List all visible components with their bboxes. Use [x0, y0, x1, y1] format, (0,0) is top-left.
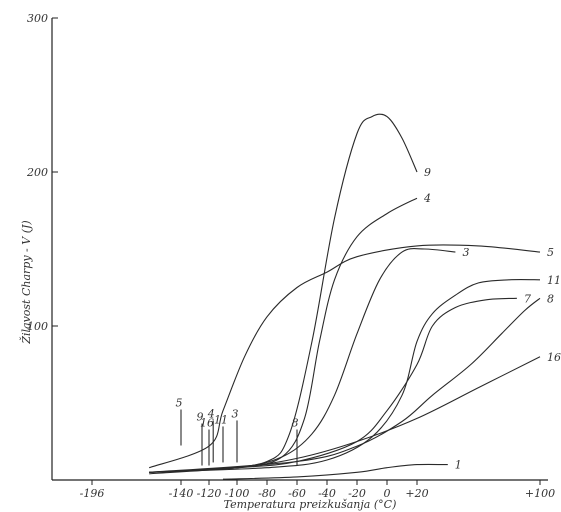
plot-area: -196 -140 -120 -100 -80 -60 -40 -20 0 +20 +100 100 2…: [26, 12, 561, 500]
x-tick-label: -40: [318, 487, 336, 500]
x-tick-label: +20: [405, 487, 428, 500]
x-tick-label: -20: [348, 487, 366, 500]
x-tick-label: -60: [288, 487, 306, 500]
curve-1: [222, 463, 448, 480]
curve-9: [149, 113, 418, 473]
y-tick-label: 100: [27, 320, 48, 333]
curve-label-7: 7: [524, 292, 531, 305]
marker-label-9: 9: [197, 411, 204, 424]
curve-label-4: 4: [423, 192, 431, 205]
curve-label-3: 3: [462, 246, 469, 259]
x-tick-label: -120: [197, 487, 222, 500]
curve-4: [149, 197, 418, 473]
x-tick-label: -100: [225, 487, 250, 500]
x-tick-label: -140: [169, 487, 194, 500]
x-tick-label: 0: [384, 487, 391, 500]
curve-11: [149, 279, 541, 473]
curve-7: [149, 297, 517, 473]
y-tick-label: 300: [27, 12, 48, 25]
curve-group: [149, 113, 541, 480]
x-tick-label: -196: [80, 487, 105, 500]
marker-label-16: 16: [200, 417, 214, 430]
marker-label-11: 11: [214, 413, 228, 426]
curve-label-16: 16: [547, 351, 561, 364]
marker-label-4: 4: [207, 407, 215, 420]
curve-16: [149, 356, 541, 475]
y-tick-label: 200: [26, 166, 48, 179]
marker-label-3: 3: [232, 407, 239, 420]
curve-8: [149, 297, 541, 473]
curve-3: [149, 248, 456, 473]
x-axis-title: Temperatura preizkušanja (°C): [224, 498, 397, 511]
marker-label-5: 5: [176, 397, 183, 410]
curve-label-group: 9 4 3 5 11 7 8 16 1: [423, 166, 561, 472]
curve-label-1: 1: [455, 459, 462, 472]
marker-label-8: 8: [292, 417, 299, 430]
curve-label-5: 5: [547, 246, 554, 259]
curve-label-8: 8: [547, 292, 554, 305]
y-axis-title: Žilavost Charpy - V (J): [19, 220, 33, 344]
x-tick-label: -80: [258, 487, 276, 500]
x-tick-label: +100: [525, 487, 555, 500]
curve-5: [149, 244, 541, 469]
tick-group: -196 -140 -120 -100 -80 -60 -40 -20 0 +20 +100 100 2…: [26, 12, 555, 500]
curve-label-9: 9: [424, 166, 431, 179]
curve-label-11: 11: [547, 274, 561, 287]
